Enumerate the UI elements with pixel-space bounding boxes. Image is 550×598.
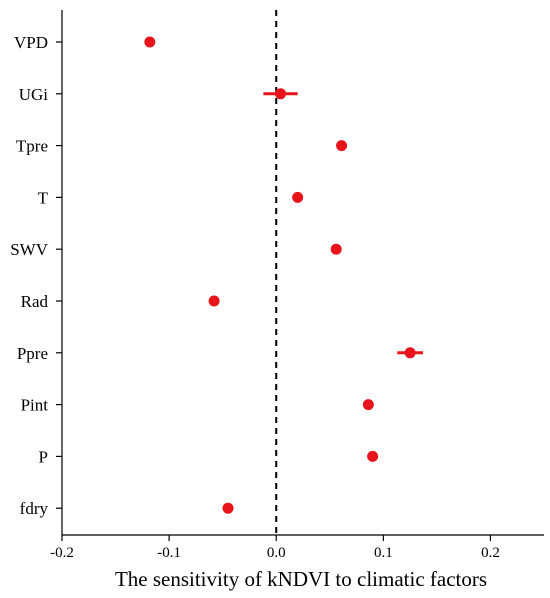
category-label: Rad — [21, 292, 49, 311]
data-point — [330, 243, 342, 255]
category-label: Tpre — [16, 137, 48, 156]
data-point — [222, 502, 234, 514]
category-label: T — [38, 188, 49, 207]
category-label: Pint — [21, 396, 49, 415]
axes — [56, 10, 544, 541]
data-point — [208, 295, 220, 307]
x-tick-label: 0.0 — [267, 545, 286, 561]
data-point — [367, 450, 379, 462]
labels: -0.2 -0.1 0.0 0.1 0.2 VPD UGi Tpre T SWV Rad Ppre Pi… — [10, 33, 500, 561]
data-point — [144, 36, 156, 48]
x-tick-label: -0.2 — [50, 545, 74, 561]
x-axis-title: The sensitivity of kNDVI to climatic fac… — [115, 567, 487, 591]
category-label: SWV — [10, 240, 49, 259]
x-tick-label: 0.2 — [481, 545, 500, 561]
category-label: P — [39, 447, 48, 466]
data-point — [404, 347, 416, 359]
category-label: VPD — [14, 33, 48, 52]
x-tick-label: 0.1 — [374, 545, 393, 561]
data-point — [336, 140, 348, 152]
data-point — [292, 191, 304, 203]
data-point — [275, 88, 287, 100]
category-label: UGi — [19, 85, 49, 104]
x-tick-label: -0.1 — [157, 545, 181, 561]
data-marks — [144, 36, 423, 514]
category-label: fdry — [20, 499, 49, 518]
category-label: Ppre — [17, 344, 48, 363]
data-point — [362, 399, 374, 411]
